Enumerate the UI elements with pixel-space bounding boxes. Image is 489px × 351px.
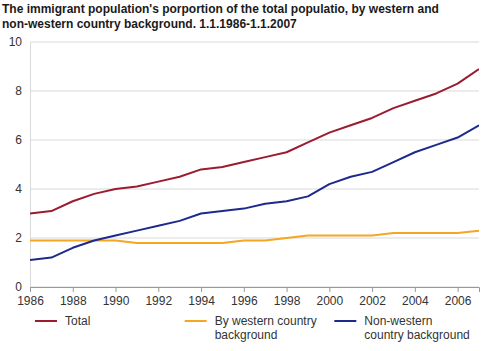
- x-tick: 1990: [103, 287, 130, 308]
- x-tick: 1988: [60, 287, 87, 308]
- legend-item: Non-westerncountry background: [334, 314, 469, 342]
- y-axis-line: [30, 43, 31, 288]
- text-line: non-western country background. 1.1.1986…: [2, 17, 297, 31]
- x-tick-mark: [30, 287, 31, 292]
- x-tick-mark: [158, 287, 159, 292]
- chart: The immigrant population's porportion of…: [0, 0, 489, 351]
- series-line: [30, 125, 479, 260]
- legend-swatch: [334, 320, 356, 322]
- x-tick-label: 2006: [445, 294, 472, 308]
- text-line: Total: [65, 314, 90, 328]
- y-tick-label: 2: [15, 231, 22, 245]
- x-tick: 2000: [316, 287, 343, 308]
- legend-label: Non-westerncountry background: [364, 314, 469, 342]
- grid-line: [30, 140, 479, 141]
- grid: [30, 42, 479, 287]
- grid-line: [30, 91, 479, 92]
- x-tick: 1998: [274, 287, 301, 308]
- x-tick-mark: [458, 287, 459, 292]
- x-tick: 2006: [445, 287, 472, 308]
- x-tick-label: 1990: [103, 294, 130, 308]
- title: The immigrant population's porportion of…: [2, 2, 439, 31]
- x-tick-mark: [201, 287, 202, 292]
- y-axis: 0 2 4 6 8 10: [9, 35, 31, 294]
- grid-line: [30, 42, 479, 43]
- legend-swatch: [35, 320, 57, 322]
- legend-item: Total: [35, 314, 90, 328]
- x-tick-label: 1994: [188, 294, 215, 308]
- y-tick: 0: [15, 280, 30, 294]
- x-tick: 1994: [188, 287, 215, 308]
- x-axis-line: [31, 288, 480, 293]
- x-tick-label: 2002: [359, 294, 386, 308]
- y-tick-label: 0: [15, 280, 22, 294]
- x-tick-mark: [372, 287, 373, 292]
- y-tick: 2: [15, 231, 30, 245]
- x-tick-mark: [73, 287, 74, 292]
- x-tick-mark: [329, 287, 330, 292]
- y-tick-label: 4: [15, 182, 22, 196]
- text-line: The immigrant population's porportion of…: [2, 2, 439, 16]
- y-tick-label: 10: [9, 35, 23, 49]
- text-line: country background: [364, 328, 469, 342]
- x-tick-label: 1986: [17, 294, 44, 308]
- x-tick: 1992: [145, 287, 172, 308]
- text-line: background: [215, 328, 278, 342]
- y-tick-label: 6: [15, 133, 22, 147]
- x-axis: 1986 1988 1990 1992 1994 1996 1998 2000 2002 2004…: [17, 287, 479, 308]
- x-tick: 1996: [231, 287, 258, 308]
- text-line: By western country: [215, 314, 317, 328]
- x-tick: 2002: [359, 287, 386, 308]
- y-tick: 10: [9, 35, 30, 49]
- grid-line: [30, 238, 479, 239]
- x-tick: 2004: [402, 287, 429, 308]
- x-tick-label: 1996: [231, 294, 258, 308]
- grid-line: [30, 189, 479, 190]
- x-tick-label: 2004: [402, 294, 429, 308]
- x-tick-label: 1998: [274, 294, 301, 308]
- x-tick-mark: [244, 287, 245, 292]
- legend-label: By western countrybackground: [215, 314, 317, 342]
- legend-swatch: [185, 320, 207, 322]
- legend-label: Total: [65, 314, 90, 328]
- y-tick: 8: [15, 84, 30, 98]
- x-tick-label: 2000: [316, 294, 343, 308]
- series-group: [30, 69, 479, 260]
- series-line: [30, 231, 479, 243]
- x-tick-mark: [116, 287, 117, 292]
- plot: 0 2 4 6 8 10 1986 1988 1990 1992 1994 1996 1998 2000 2…: [9, 35, 480, 307]
- x-tick-mark: [415, 287, 416, 292]
- x-tick-label: 1988: [60, 294, 87, 308]
- legend-item: By western countrybackground: [185, 314, 317, 342]
- legend: Total By western countrybackground Non-wes…: [35, 314, 470, 342]
- x-tick-label: 1992: [145, 294, 172, 308]
- y-tick: 6: [15, 133, 30, 147]
- y-tick: 4: [15, 182, 30, 196]
- series-line: [30, 69, 479, 214]
- x-tick: 1986: [17, 287, 44, 308]
- text-line: Non-western: [364, 314, 432, 328]
- y-tick-label: 8: [15, 84, 22, 98]
- x-tick-mark: [287, 287, 288, 292]
